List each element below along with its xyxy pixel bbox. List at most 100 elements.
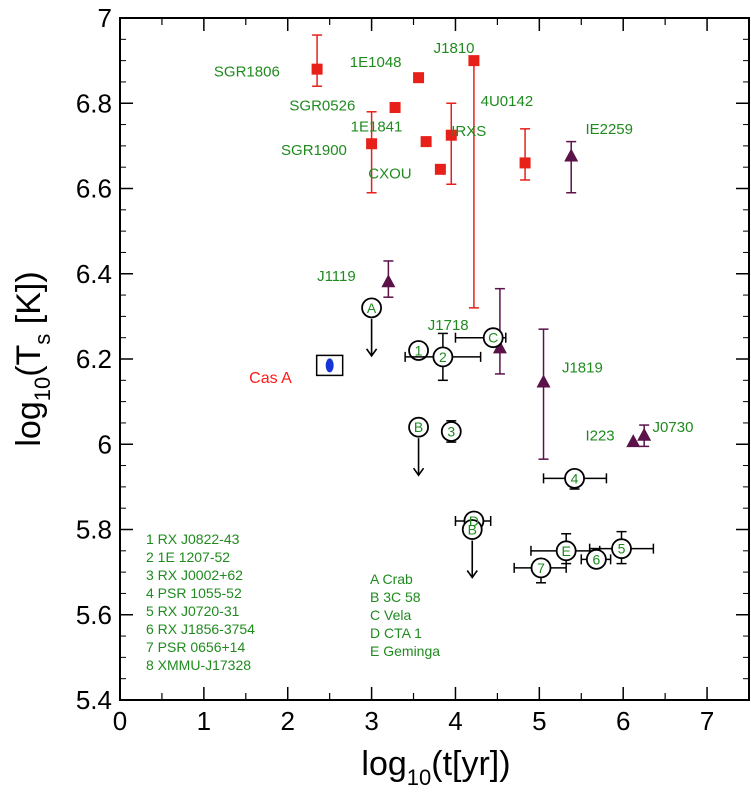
upper-limit-arrowhead [412, 467, 425, 477]
neutron-star-marker [555, 540, 577, 562]
neutron-star-marker [564, 467, 585, 489]
neutron-star-label: 6 [592, 551, 600, 567]
neutron-star-label: 5 [618, 541, 626, 557]
legend-item-a: A Crab [370, 571, 413, 587]
neutron-star-label: D [469, 513, 479, 529]
legend-item-8: 8 XMMU-J17328 [146, 657, 251, 673]
triangle-marker [564, 148, 579, 162]
x-tick-label: 0 [113, 706, 127, 736]
triangle-marker [536, 374, 551, 388]
neutron-star-label: 2 [439, 349, 447, 365]
triangle-marker [381, 274, 396, 288]
magnetar-square-marker [445, 129, 457, 141]
magnetar-square-marker [519, 157, 531, 169]
tick-labels: 0 1 2 3 4 5 6 75.45.65.866.26.46.66.87 [76, 3, 714, 736]
triangle-marker [492, 340, 507, 354]
casa-box [315, 354, 344, 377]
magnetar-label: 1E1048 [350, 54, 402, 71]
triangle-label: J0730 [653, 419, 694, 436]
neutron-star-label: A [367, 300, 377, 316]
x-tick-label: 1 [197, 706, 211, 736]
neutron-star-marker [585, 548, 607, 570]
legend-item-2: 2 1E 1207-52 [146, 549, 230, 565]
magnetar-square-marker [311, 63, 323, 75]
x-tick-label: 4 [448, 706, 462, 736]
y-axis-title: log10(Ts [K]) [10, 271, 55, 446]
neutron-star-label: 3 [447, 423, 455, 439]
neutron-star-label: B [414, 419, 423, 435]
neutron-star-marker [432, 346, 454, 368]
legend-item-d: D CTA 1 [370, 625, 422, 641]
neutron-star-label: C [488, 330, 498, 346]
magnetar-label: 4U0142 [481, 93, 534, 110]
triangle-marker [626, 434, 641, 448]
magnetar-label: SGR1900 [281, 142, 347, 159]
neutron-star-marker [408, 416, 429, 438]
x-tick-label: 6 [616, 706, 630, 736]
casa-label: Cas A [249, 370, 292, 387]
magnetar-square-marker [366, 138, 378, 150]
casa-marker [325, 358, 334, 373]
y-tick-label: 5.4 [76, 685, 112, 715]
magnetar-label: SGR1806 [214, 63, 280, 80]
legend-item-e: E Geminga [370, 643, 440, 659]
legend-item-6: 6 RX J1856-3754 [146, 621, 255, 637]
triangle-label: J1119 [317, 268, 356, 285]
legend-item-5: 5 RX J0720-31 [146, 603, 240, 619]
magnetar-square-marker [468, 55, 480, 67]
magnetar-square-marker [434, 163, 446, 175]
triangle-label: J1819 [562, 360, 603, 377]
y-tick-label: 6 [98, 429, 112, 459]
magnetar-label: 1E1841 [351, 119, 403, 136]
neutron-star-marker [461, 519, 483, 540]
neutron-star-label: 1 [415, 342, 423, 358]
legend-lettered: A Crab B 3C 58 C Vela D CTA 1 E Geminga [370, 571, 440, 659]
x-tick-label: 5 [532, 706, 546, 736]
magnetar-label: SGR0526 [289, 97, 355, 114]
triangle-label: IE2259 [585, 121, 633, 138]
y-tick-label: 6.4 [76, 259, 112, 289]
neutron-star-label: 7 [537, 560, 545, 576]
y-tick-label: 6.6 [76, 174, 112, 204]
neutron-star-label: E [561, 543, 570, 559]
upper-limit-arrowhead [365, 348, 378, 358]
magnetar-square-marker [420, 136, 432, 148]
triangle-marker [637, 427, 652, 441]
triangle-label: J1718 [428, 317, 469, 334]
neutron-star-marker [440, 421, 462, 442]
magnetar-square-marker [413, 72, 425, 84]
y-tick-label: 7 [98, 3, 112, 33]
x-tick-label: 2 [280, 706, 294, 736]
y-tick-label: 6.2 [76, 344, 112, 374]
magnetar-label: J1810 [434, 40, 475, 57]
x-axis-title: log10(t[yr]) [361, 745, 510, 790]
x-tick-label: 3 [364, 706, 378, 736]
y-tick-label: 5.8 [76, 515, 112, 545]
neutron-star-marker [530, 557, 552, 579]
x-tick-label: 7 [700, 706, 714, 736]
neutron-star-label: B [468, 522, 477, 538]
neutron-star-marker [482, 327, 504, 349]
legend-item-3: 3 RX J0002+62 [146, 567, 243, 583]
magnetar-label: CXOU [368, 166, 411, 183]
legend-item-4: 4 PSR 1055-52 [146, 585, 242, 601]
axis-ticks [119, 17, 749, 701]
y-tick-label: 6.8 [76, 88, 112, 118]
neutron-star-label: 4 [571, 470, 579, 486]
neutron-star-marker [408, 340, 429, 361]
neutron-star-marker [611, 538, 632, 560]
upper-limit-arrowhead [466, 570, 478, 579]
legend-numbered: 1 RX J0822-43 2 1E 1207-52 3 RX J0002+62… [146, 531, 255, 673]
magnetar-label: IRXS [451, 123, 486, 140]
legend-item-7: 7 PSR 0656+14 [146, 639, 245, 655]
legend-item-b: B 3C 58 [370, 589, 421, 605]
magnetar-square-marker [389, 102, 401, 114]
neutron-star-marker [361, 297, 383, 319]
data-marks [311, 34, 655, 584]
point-labels: SGR1806 1E1048 J1810 SGR0526 4U0142 1E1841 IRX… [214, 40, 693, 576]
legend-item-1: 1 RX J0822-43 [146, 531, 240, 547]
triangle-label: I223 [585, 428, 614, 445]
legend-item-c: C Vela [370, 607, 411, 623]
y-tick-label: 5.6 [76, 600, 112, 630]
